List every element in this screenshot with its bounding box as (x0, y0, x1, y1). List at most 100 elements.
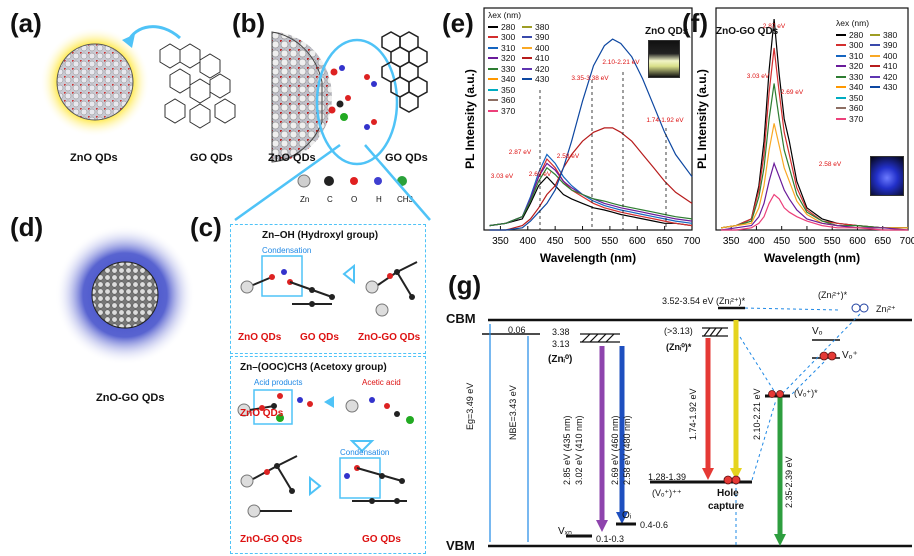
panel-f-legend-swatch (836, 117, 846, 120)
panel-e-legend-label: 350 (501, 84, 516, 95)
g-0.06: 0.06 (508, 325, 526, 335)
x-tick-label: 650 (874, 236, 891, 247)
panel-c-box-hydroxyl (230, 224, 426, 354)
panel-e-legend-label: 360 (501, 95, 516, 106)
panel-e-legend-item: 280 (488, 22, 522, 32)
zni-hatch (580, 333, 620, 343)
panel-f-inset-photo (870, 156, 904, 196)
panel-e-legend-label: 420 (535, 63, 550, 74)
panel-f-legend-swatch (870, 33, 880, 36)
g-red-label: 1.74-1.92 eV (688, 388, 698, 440)
peak-annotation: 3.03 eV (491, 173, 514, 180)
panel-e-legend-label: 320 (501, 53, 516, 64)
panel-e-legend-item: 360 (488, 95, 522, 106)
panel-f-legend-label: 380 (883, 29, 898, 40)
g-zni2: Znᵢ²⁺ (876, 304, 896, 314)
panel-e-legend-item: 320 (488, 53, 522, 64)
panel-d-figure (55, 225, 195, 365)
panel-f-label: (f) (682, 8, 708, 38)
panel-f-legend: 280 300 310 320 330 340 350 360 370 380 390 400 410 4… (836, 30, 904, 124)
g-vzn: Vₓₙ (558, 526, 572, 537)
panel-f-legend-label: 330 (849, 71, 864, 82)
g-hole: Hole (717, 488, 739, 499)
panel-c-acetoxy-label-znogo: ZnO-GO QDs (240, 534, 303, 545)
panel-f-legend-label: 410 (883, 61, 898, 72)
panel-a-zno-caption: ZnO QDs (70, 152, 118, 164)
g-3.38: 3.38 (552, 327, 570, 337)
panel-e-legend-label: 430 (535, 74, 550, 85)
g-0.1-0.3: 0.1-0.3 (596, 534, 625, 544)
peak-annotation: 3.35-3.38 eV (571, 75, 609, 82)
panel-f-legend-swatch (870, 44, 880, 47)
g-blue-label1: 2.69 eV (460 nm) (610, 415, 620, 485)
panel-e-legend-label: 300 (501, 32, 516, 43)
panel-e-legend-swatch (522, 25, 532, 28)
g-1.28-1.39: 1.28-1.39 (648, 472, 687, 482)
panel-g-diagram (482, 303, 912, 548)
panel-e-legend-swatch (522, 78, 532, 81)
panel-f-legend-swatch (836, 86, 846, 89)
panel-e-legend-swatch (522, 46, 532, 49)
panel-e-legend-label: 410 (535, 53, 550, 64)
g-violet-label2: 3.02 eV (410 nm) (574, 415, 584, 485)
panel-f-legend-label: 370 (849, 113, 864, 124)
panel-f-legend-swatch (870, 75, 880, 78)
series-line-320 (489, 162, 693, 227)
zoom-ellipse (315, 38, 399, 166)
panel-e-legend-label: 380 (535, 21, 550, 32)
panel-b-zno-caption: ZnO QDs (268, 152, 316, 164)
panel-f-legend-item: 310 (836, 51, 870, 61)
x-tick-label: 700 (900, 236, 914, 247)
series-line-330 (489, 166, 693, 227)
series-line-330 (721, 83, 908, 229)
g-yellow-label: 2.10-2.21 eV (752, 388, 762, 440)
panel-f-chart: 350 400 450 500 550 600 650 700 Wavelength (nm) P… (696, 7, 914, 265)
series-line-410 (721, 193, 908, 231)
g-oi: Oᵢ (622, 510, 632, 521)
g-vo-plus: Vₒ⁺ (842, 350, 858, 361)
series-line-280 (489, 175, 693, 227)
g-vo-plusplus: (Vₒ⁺)⁺⁺ (652, 488, 682, 498)
panel-e-inset-photo (648, 40, 680, 78)
x-tick-label: 450 (547, 236, 564, 247)
panel-e-legend-swatch (488, 46, 498, 49)
peak-annotation: 2.10-2.21 eV (602, 59, 640, 66)
panel-f-legend-swatch (836, 96, 846, 99)
panel-c-acetoxy-label-zno: ZnO QDs (240, 408, 284, 419)
atom-legend-zn: Zn (300, 195, 310, 204)
panel-b-go-caption: GO QDs (385, 152, 428, 164)
panel-e-legend-swatch (488, 36, 498, 39)
panel-e-legend-item: 390 (522, 32, 556, 42)
x-axis-label: Wavelength (nm) (764, 251, 860, 265)
x-tick-label: 700 (684, 236, 700, 247)
panel-f-legend-item: 420 (870, 72, 904, 82)
panel-e-legend-item: 370 (488, 106, 522, 116)
panel-e-legend-swatch (522, 57, 532, 60)
g-green-label: 2.35-2.39 eV (784, 456, 794, 508)
panel-f-legend-label: 390 (883, 40, 898, 51)
panel-f-legend-swatch (836, 33, 846, 36)
peak-annotation: 1.74-1.92 eV (646, 117, 684, 124)
panel-f-legend-label: 430 (883, 82, 898, 93)
g-blue-label2: 2.58 eV (480 nm) (622, 415, 632, 485)
panel-e-label: (e) (442, 8, 474, 38)
panel-d-label: (d) (10, 212, 44, 242)
panel-f-legend-swatch (836, 65, 846, 68)
panel-f-legend-swatch (836, 107, 846, 110)
panel-a-go-caption: GO QDs (190, 152, 233, 164)
panel-e-legend-title: λex (nm) (488, 10, 522, 20)
x-tick-label: 350 (723, 236, 740, 247)
g-nbe-label: NBE=3.43 eV (508, 385, 518, 440)
x-axis-label: Wavelength (nm) (540, 251, 636, 265)
panel-f-legend-item: 360 (836, 103, 870, 113)
panel-c-acetoxy-note-acid: Acid products (254, 378, 303, 387)
zno-qd-sphere (56, 43, 134, 121)
panel-e-legend-label: 280 (501, 21, 516, 32)
g-capture: capture (708, 501, 745, 512)
x-tick-label: 600 (629, 236, 646, 247)
panel-c-acetoxy-step: Condensation (340, 448, 390, 457)
g-zni2-star-a: (Znᵢ²⁺)* (716, 296, 746, 306)
g-zni0: (Znᵢ⁰) (548, 354, 573, 365)
panel-a-label: (a) (10, 8, 42, 38)
defect-circles (723, 351, 837, 485)
